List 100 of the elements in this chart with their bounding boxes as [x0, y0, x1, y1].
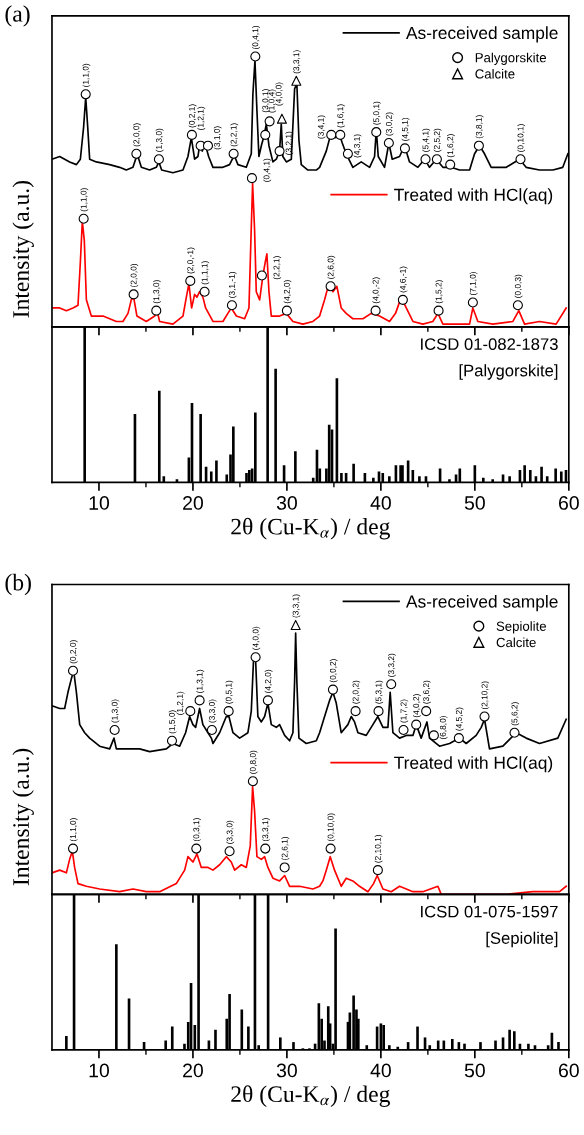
annotation: (2,5,2) [433, 128, 442, 152]
annotation: (1,3,0) [155, 128, 164, 152]
x-tick-label: 30 [276, 1063, 297, 1078]
point [335, 129, 346, 140]
point [128, 289, 139, 300]
annotation: (4,0,2) [413, 694, 421, 718]
annotation: (1,7,2) [400, 699, 409, 723]
point [350, 706, 361, 717]
point [247, 776, 258, 787]
point [206, 724, 217, 736]
annotation: (1,1,0) [82, 63, 91, 87]
x-tick-label: 10 [89, 496, 110, 510]
annotation: (0,2,1) [188, 104, 197, 128]
annotation: (4,2,0) [283, 280, 292, 304]
x-tick-label: 40 [370, 1063, 391, 1078]
chart-title: (a) [5, 5, 30, 27]
point [151, 305, 162, 316]
annotation: (2,2,1) [230, 123, 239, 147]
point [185, 706, 196, 717]
annotation: (0,5,1) [225, 680, 234, 704]
annotation: (2,0,0) [130, 263, 139, 287]
point [80, 89, 91, 100]
point [185, 275, 196, 286]
point [326, 129, 337, 140]
annotation: (4,2,0) [264, 669, 273, 693]
annotation: (3,0,2) [385, 112, 394, 136]
point [473, 140, 484, 151]
point [281, 305, 292, 316]
point [250, 51, 261, 62]
x-tick-label: 50 [464, 1063, 485, 1078]
point [411, 719, 422, 730]
x-tick-label: 60 [558, 496, 579, 510]
point [67, 665, 79, 676]
annotation: (1,1,0) [80, 188, 89, 212]
point [421, 706, 432, 717]
annotation: [Sepiolite] [486, 931, 558, 948]
point [420, 154, 431, 165]
annotation: (2,2,1) [273, 256, 282, 280]
point [226, 300, 237, 311]
point [370, 305, 381, 316]
annotation: (2,0,-1) [187, 247, 195, 274]
point [186, 129, 197, 140]
annotation: (5,6,2) [511, 702, 520, 726]
point [109, 724, 120, 736]
annotation: (1,3,0) [111, 699, 120, 723]
point [398, 724, 409, 736]
legend-label: Calcite [475, 68, 515, 79]
annotation: (0,8,0) [249, 750, 258, 774]
point [431, 154, 442, 165]
legend-label: Treated with HCl(aq) [394, 756, 553, 773]
point [250, 652, 261, 663]
y-axis-title: Intensity (a.u.) [12, 181, 34, 318]
point [342, 148, 353, 159]
annotation: (1,3,1) [196, 669, 205, 693]
annotation: (3,4,1) [317, 115, 326, 139]
annotation: (0,10,1) [517, 124, 526, 152]
annotation: (5,4,1) [422, 128, 431, 152]
x-tick-label: 20 [183, 1063, 203, 1078]
annotation: (7,1,0) [469, 272, 478, 296]
annotation: (1,5,0) [168, 710, 177, 734]
point [260, 843, 271, 854]
point [202, 140, 214, 151]
point [372, 865, 383, 876]
x-tick-label: 60 [558, 1063, 579, 1078]
point [371, 127, 382, 138]
annotation: (0,4,1) [252, 25, 260, 49]
point [399, 143, 410, 154]
annotation: [Palygorskite] [459, 364, 558, 380]
annotation: (4,5,2) [455, 707, 464, 731]
x-tick-label: 20 [183, 496, 203, 510]
annotation: (1,0,4) [268, 89, 277, 113]
annotation: (3,0,1) [262, 89, 270, 113]
annotation: (2,6,0) [327, 255, 336, 279]
annotation: ICSD 01-082-1873 [421, 338, 558, 351]
point [433, 305, 444, 316]
annotation: (4,0,-2) [372, 277, 381, 304]
annotation: (0,2,0) [69, 640, 78, 664]
annotation: (3,1,-1) [228, 271, 237, 298]
point [191, 843, 202, 854]
legend-label: Treated with HCl(aq) [394, 188, 553, 205]
point [325, 843, 336, 854]
legend-label: As-received sample [405, 594, 558, 612]
annotation: (3,2,1) [285, 131, 294, 155]
annotation: (4,5,1) [401, 117, 410, 141]
point [453, 733, 464, 744]
point [246, 173, 258, 184]
point [131, 148, 142, 159]
point [262, 695, 273, 706]
x-axis-title: 2θ (Cu-K$_{α}$) / deg [231, 1085, 390, 1107]
point [445, 159, 456, 170]
point [373, 706, 384, 717]
point [260, 129, 271, 140]
annotation: (1,1,0) [69, 818, 78, 842]
annotation: (0,0,3) [514, 274, 523, 298]
point [194, 695, 205, 706]
annotation: (1,6,1) [337, 104, 345, 128]
legend-label: Calcite [496, 637, 536, 648]
x-axis-title: 2θ (Cu-K$_{α}$) / deg [231, 517, 390, 540]
annotation: (0,3,1) [193, 818, 201, 842]
annotation: (5,0,1) [373, 101, 381, 125]
